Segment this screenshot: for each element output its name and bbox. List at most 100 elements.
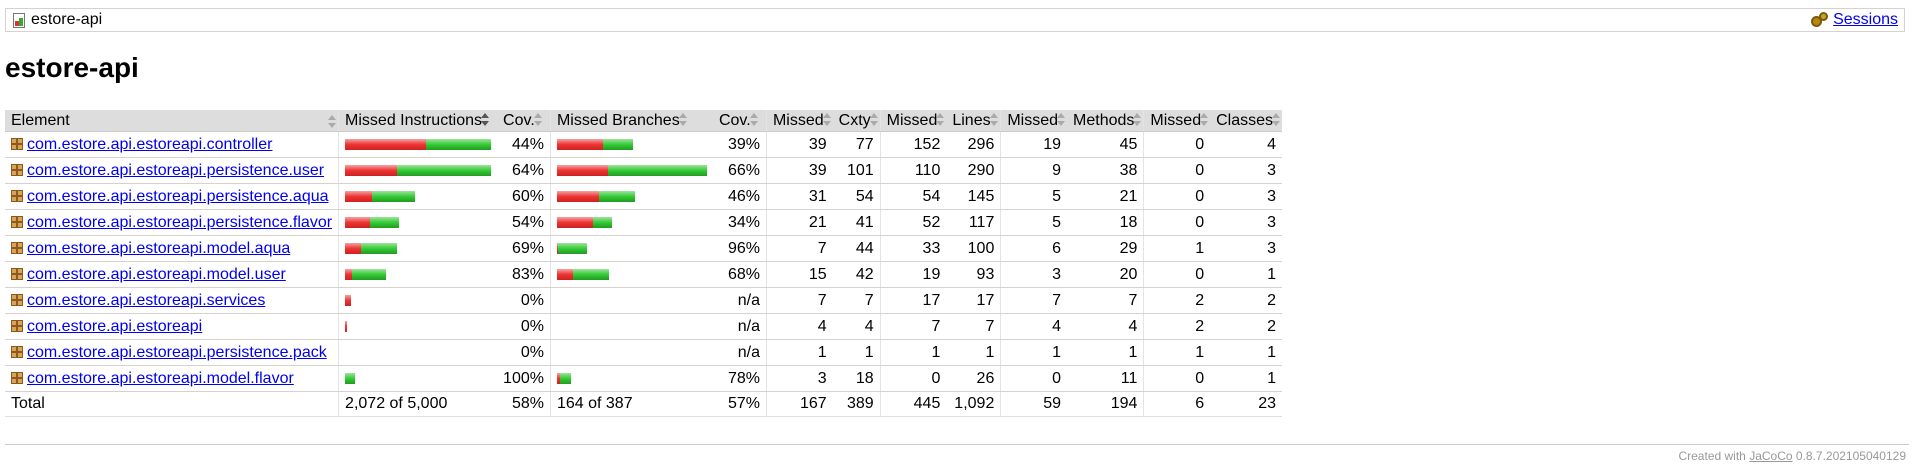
branches-coverage: n/a <box>712 339 767 366</box>
lines: 1 <box>946 339 1001 366</box>
header-classes[interactable]: Classes <box>1210 110 1282 132</box>
element-cell: com.estore.api.estoreapi.persistence.use… <box>5 157 339 184</box>
missed-branches-bar <box>549 261 713 288</box>
header-methods[interactable]: Methods <box>1067 110 1144 132</box>
header-cov-branches[interactable]: Cov. <box>712 110 767 132</box>
package-link[interactable]: com.estore.api.estoreapi.model.flavor <box>27 369 294 387</box>
header-missed-instructions[interactable]: Missed Instructions <box>338 110 498 132</box>
table-row: com.estore.api.estoreapi.model.flavor 100… <box>5 365 1282 392</box>
footer-divider <box>5 444 1909 445</box>
package-link[interactable]: com.estore.api.estoreapi.model.user <box>27 265 286 283</box>
package-icon <box>11 138 23 151</box>
package-link[interactable]: com.estore.api.estoreapi.services <box>27 291 266 309</box>
covered-bar <box>361 243 398 254</box>
table-row: com.estore.api.estoreapi.persistence.aqu… <box>5 183 1282 210</box>
lines: 26 <box>946 365 1001 392</box>
missed-instructions-bar <box>338 157 498 184</box>
package-link[interactable]: com.estore.api.estoreapi.model.aqua <box>27 239 291 257</box>
package-icon <box>11 242 23 255</box>
missed-lines: 54 <box>879 183 947 210</box>
branches-coverage: 34% <box>712 209 767 236</box>
total-br-cov: 57% <box>712 391 767 417</box>
package-icon <box>11 164 23 177</box>
header-lines[interactable]: Lines <box>946 110 1001 132</box>
cxty: 42 <box>832 261 881 288</box>
cxty: 77 <box>832 131 881 158</box>
element-cell: com.estore.api.estoreapi.model.flavor <box>5 365 339 392</box>
package-link[interactable]: com.estore.api.estoreapi.controller <box>27 135 273 153</box>
missed-methods: 7 <box>1000 287 1068 314</box>
missed-branches-bar <box>549 235 713 262</box>
package-link[interactable]: com.estore.api.estoreapi.persistence.fla… <box>27 213 333 231</box>
total-classes: 23 <box>1210 391 1282 417</box>
missed-bar <box>556 269 573 280</box>
element-cell: com.estore.api.estoreapi.services <box>5 287 339 314</box>
table-total-row: Total 2,072 of 5,000 58% 164 of 387 57% … <box>5 391 1282 417</box>
missed-classes: 0 <box>1143 365 1211 392</box>
package-link[interactable]: com.estore.api.estoreapi <box>27 317 203 335</box>
total-methods: 194 <box>1067 391 1144 417</box>
covered-bar <box>352 269 387 280</box>
table-row: com.estore.api.estoreapi 0% n/a 4 4 7 7 4 4 2 2 <box>5 313 1282 340</box>
header-missed-lines[interactable]: Missed <box>879 110 947 132</box>
cxty: 7 <box>832 287 881 314</box>
breadcrumb-left: estore-api <box>12 11 102 29</box>
missed-methods: 4 <box>1000 313 1068 340</box>
missed-bar <box>345 139 427 150</box>
header-cxty[interactable]: Cxty <box>832 110 881 132</box>
sessions-link[interactable]: Sessions <box>1833 11 1898 28</box>
methods: 20 <box>1067 261 1144 288</box>
methods: 11 <box>1067 365 1144 392</box>
missed-classes: 0 <box>1143 261 1211 288</box>
missed-classes: 1 <box>1143 235 1211 262</box>
branches-coverage: 96% <box>712 235 767 262</box>
covered-bar <box>559 373 571 384</box>
page-title: estore-api <box>5 52 139 83</box>
missed-branches-bar <box>549 157 713 184</box>
instructions-coverage: 64% <box>497 157 551 184</box>
lines: 7 <box>946 313 1001 340</box>
lines: 100 <box>946 235 1001 262</box>
missed-cxty: 15 <box>765 261 833 288</box>
total-branches: 164 of 387 <box>549 391 713 417</box>
instructions-coverage: 100% <box>497 365 551 392</box>
classes: 1 <box>1210 339 1282 366</box>
instructions-coverage: 54% <box>497 209 551 236</box>
classes: 3 <box>1210 235 1282 262</box>
missed-branches-bar <box>549 209 713 236</box>
table-row: com.estore.api.estoreapi.model.user 83% 68… <box>5 261 1282 288</box>
header-missed-classes[interactable]: Missed <box>1143 110 1211 132</box>
element-cell: com.estore.api.estoreapi.model.user <box>5 261 339 288</box>
instructions-coverage: 0% <box>497 339 551 366</box>
missed-cxty: 7 <box>765 235 833 262</box>
package-link[interactable]: com.estore.api.estoreapi.persistence.use… <box>27 161 325 179</box>
table-row: com.estore.api.estoreapi.services 0% n/a 7 7… <box>5 287 1282 314</box>
jacoco-link[interactable]: JaCoCo <box>1749 449 1793 463</box>
missed-bar <box>345 243 362 254</box>
missed-lines: 19 <box>879 261 947 288</box>
header-missed-branches[interactable]: Missed Branches <box>549 110 713 132</box>
missed-methods: 1 <box>1000 339 1068 366</box>
header-cov-instructions[interactable]: Cov. <box>497 110 551 132</box>
breadcrumb-title: estore-api <box>31 11 103 28</box>
missed-bar <box>556 139 603 150</box>
package-icon <box>11 346 23 359</box>
cxty: 1 <box>832 339 881 366</box>
header-missed-methods[interactable]: Missed <box>1000 110 1068 132</box>
methods: 18 <box>1067 209 1144 236</box>
missed-lines: 1 <box>879 339 947 366</box>
missed-methods: 3 <box>1000 261 1068 288</box>
package-link[interactable]: com.estore.api.estoreapi.persistence.pac… <box>27 343 327 361</box>
classes: 2 <box>1210 287 1282 314</box>
covered-bar <box>572 269 609 280</box>
header-element[interactable]: Element <box>5 110 339 132</box>
missed-bar <box>345 217 371 228</box>
header-missed-cxty[interactable]: Missed <box>765 110 833 132</box>
branches-coverage: 46% <box>712 183 767 210</box>
package-link[interactable]: com.estore.api.estoreapi.persistence.aqu… <box>27 187 329 205</box>
missed-lines: 0 <box>879 365 947 392</box>
missed-lines: 152 <box>879 131 947 158</box>
cxty: 54 <box>832 183 881 210</box>
missed-cxty: 4 <box>765 313 833 340</box>
missed-bar <box>345 269 353 280</box>
